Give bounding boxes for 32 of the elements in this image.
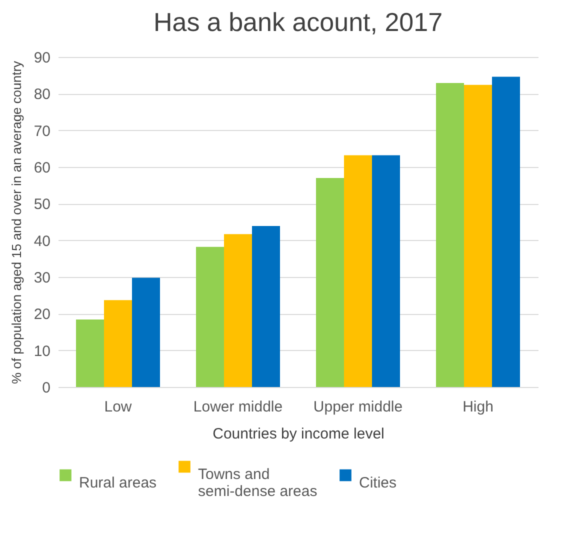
- x-tick-label: Upper middle: [313, 398, 403, 416]
- y-tick-label: 10: [34, 342, 50, 360]
- y-tick-label: 0: [42, 380, 50, 396]
- x-tick-label: Lower middle: [193, 398, 283, 416]
- bar: [464, 84, 492, 387]
- bar: [492, 76, 520, 387]
- bar: [252, 226, 280, 387]
- bar: [104, 300, 132, 387]
- y-tick-label: 60: [34, 160, 50, 176]
- y-tick-label: 90: [34, 50, 50, 66]
- chart-title: Has a bank acount, 2017: [153, 7, 443, 37]
- y-tick-label: 50: [34, 196, 50, 214]
- y-tick-label: 40: [34, 232, 50, 250]
- legend-label: Cities: [359, 474, 397, 492]
- bar: [316, 178, 344, 387]
- y-tick-label: 70: [34, 122, 50, 140]
- x-tick-label: Low: [104, 398, 132, 416]
- y-tick-label: 20: [34, 306, 50, 324]
- x-tick-label: High: [462, 398, 494, 416]
- legend-label: Rural areas: [79, 474, 157, 492]
- bar: [132, 278, 160, 387]
- y-axis-title: % of population aged 15 and over in an average country: [8, 60, 24, 384]
- y-tick-label: 30: [34, 270, 50, 286]
- bar: [372, 155, 400, 387]
- bar: [344, 155, 372, 387]
- x-axis-title: Countries by income level: [212, 426, 384, 442]
- bar: [196, 246, 224, 387]
- bar: [76, 320, 104, 387]
- legend-label: Towns and semi-dense areas: [198, 466, 318, 500]
- y-tick-label: 80: [34, 86, 50, 104]
- bar: [436, 83, 464, 387]
- bar: [224, 234, 252, 387]
